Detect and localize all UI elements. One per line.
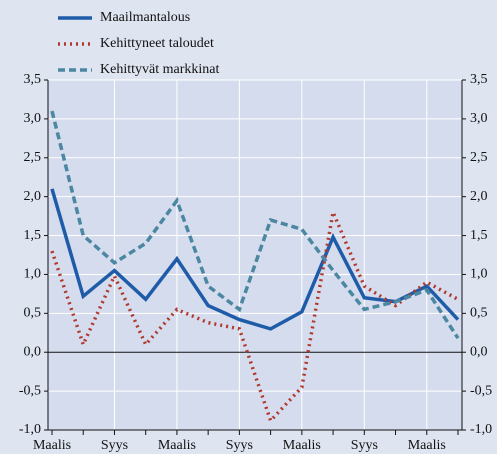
x-tick-label: Maalis (33, 438, 71, 453)
y2-tick-label: 2,5 (470, 150, 488, 165)
legend-label: Kehittyneet taloudet (100, 36, 214, 51)
x-tick-label: Syys (226, 438, 253, 453)
y-tick-label: 1,5 (24, 228, 42, 243)
x-tick-label: Syys (351, 438, 378, 453)
x-tick-label: Maalis (283, 438, 321, 453)
y2-tick-label: 3,0 (470, 111, 488, 126)
y-tick-label: 2,0 (24, 189, 42, 204)
y2-tick-label: -0,5 (470, 383, 492, 398)
legend-label: Kehittyvät markkinat (100, 62, 219, 77)
x-tick-label: Maalis (408, 438, 446, 453)
x-tick-label: Syys (101, 438, 128, 453)
y-tick-label: -0,5 (19, 383, 41, 398)
y2-tick-label: 1,0 (470, 267, 488, 282)
y-tick-label: 3,0 (24, 111, 42, 126)
y2-tick-label: 0,0 (470, 344, 488, 359)
y-tick-label: 0,5 (24, 306, 42, 321)
series-line (50, 206, 459, 424)
y-tick-label: 3,5 (24, 72, 42, 87)
y-tick-label: 2,5 (24, 150, 42, 165)
y-tick-label: -1,0 (19, 422, 41, 437)
y2-tick-label: 1,5 (470, 228, 488, 243)
legend-label: Maailmantalous (100, 10, 190, 25)
y2-tick-label: 3,5 (470, 72, 488, 87)
y2-tick-label: 0,5 (470, 306, 488, 321)
x-tick-label: Maalis (158, 438, 196, 453)
y-tick-label: 0,0 (24, 344, 42, 359)
y2-tick-label: -1,0 (470, 422, 492, 437)
plot-area (48, 80, 462, 430)
y-tick-label: 1,0 (24, 267, 42, 282)
y2-tick-label: 2,0 (470, 189, 488, 204)
